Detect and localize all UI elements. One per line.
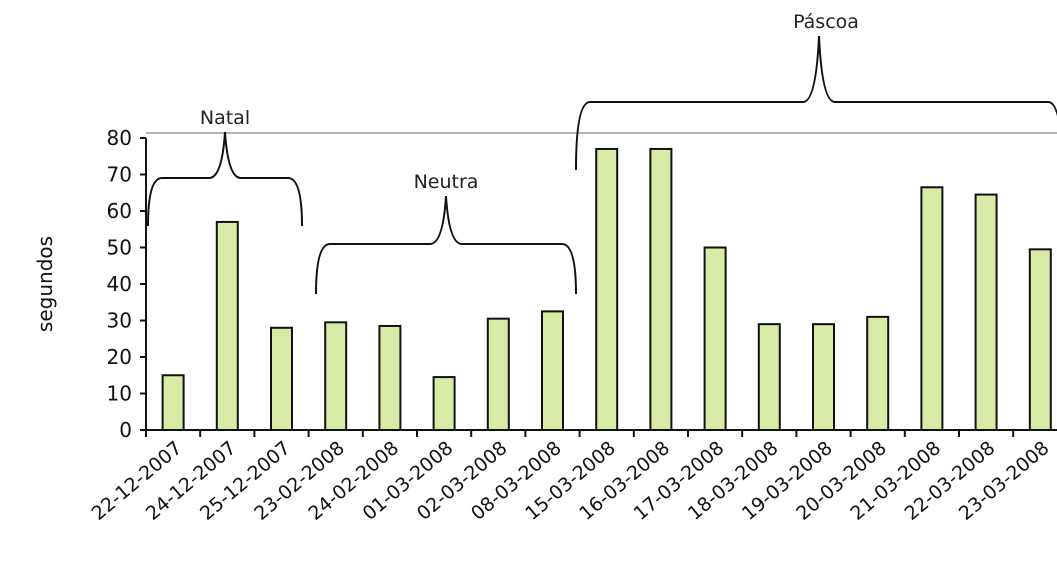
bar <box>541 310 564 431</box>
y-tick-label: 30 <box>107 309 132 333</box>
bar <box>486 317 510 431</box>
axes <box>140 137 1057 437</box>
bar <box>270 326 293 431</box>
y-tick-label: 10 <box>107 382 132 406</box>
bar <box>161 374 185 431</box>
bar <box>974 193 998 431</box>
bar <box>595 147 619 431</box>
y-tick-labels: 0 10 20 30 40 50 60 70 80 <box>107 126 132 442</box>
bar <box>757 323 781 431</box>
group-label: Natal <box>200 107 250 129</box>
bar <box>920 186 944 431</box>
y-tick-label: 40 <box>107 272 132 296</box>
y-tick-label: 70 <box>107 163 132 187</box>
y-tick-label: 60 <box>107 199 132 223</box>
bars <box>161 147 1052 432</box>
bar <box>1028 248 1052 431</box>
bar <box>866 315 890 432</box>
bar <box>432 376 456 432</box>
group-bracket <box>147 131 303 227</box>
bar <box>324 321 348 432</box>
bar <box>649 147 673 431</box>
y-axis-title: segundos <box>33 236 57 332</box>
y-tick-label: 20 <box>107 345 132 369</box>
y-tick-label: 80 <box>107 126 132 150</box>
bar <box>703 246 727 431</box>
bar <box>812 323 835 431</box>
group-brackets: Natal Neutra Páscoa <box>147 11 1057 295</box>
x-tick-labels: 22-12-200724-12-200725-12-200723-02-2008… <box>88 437 1054 525</box>
y-tick-label: 50 <box>107 236 132 260</box>
y-tick-label: 0 <box>119 418 132 442</box>
bar <box>378 324 402 432</box>
group-bracket <box>315 195 577 295</box>
bar <box>215 220 239 431</box>
group-label: Neutra <box>414 171 479 193</box>
group-bracket <box>575 35 1057 171</box>
group-label: Páscoa <box>793 11 859 33</box>
